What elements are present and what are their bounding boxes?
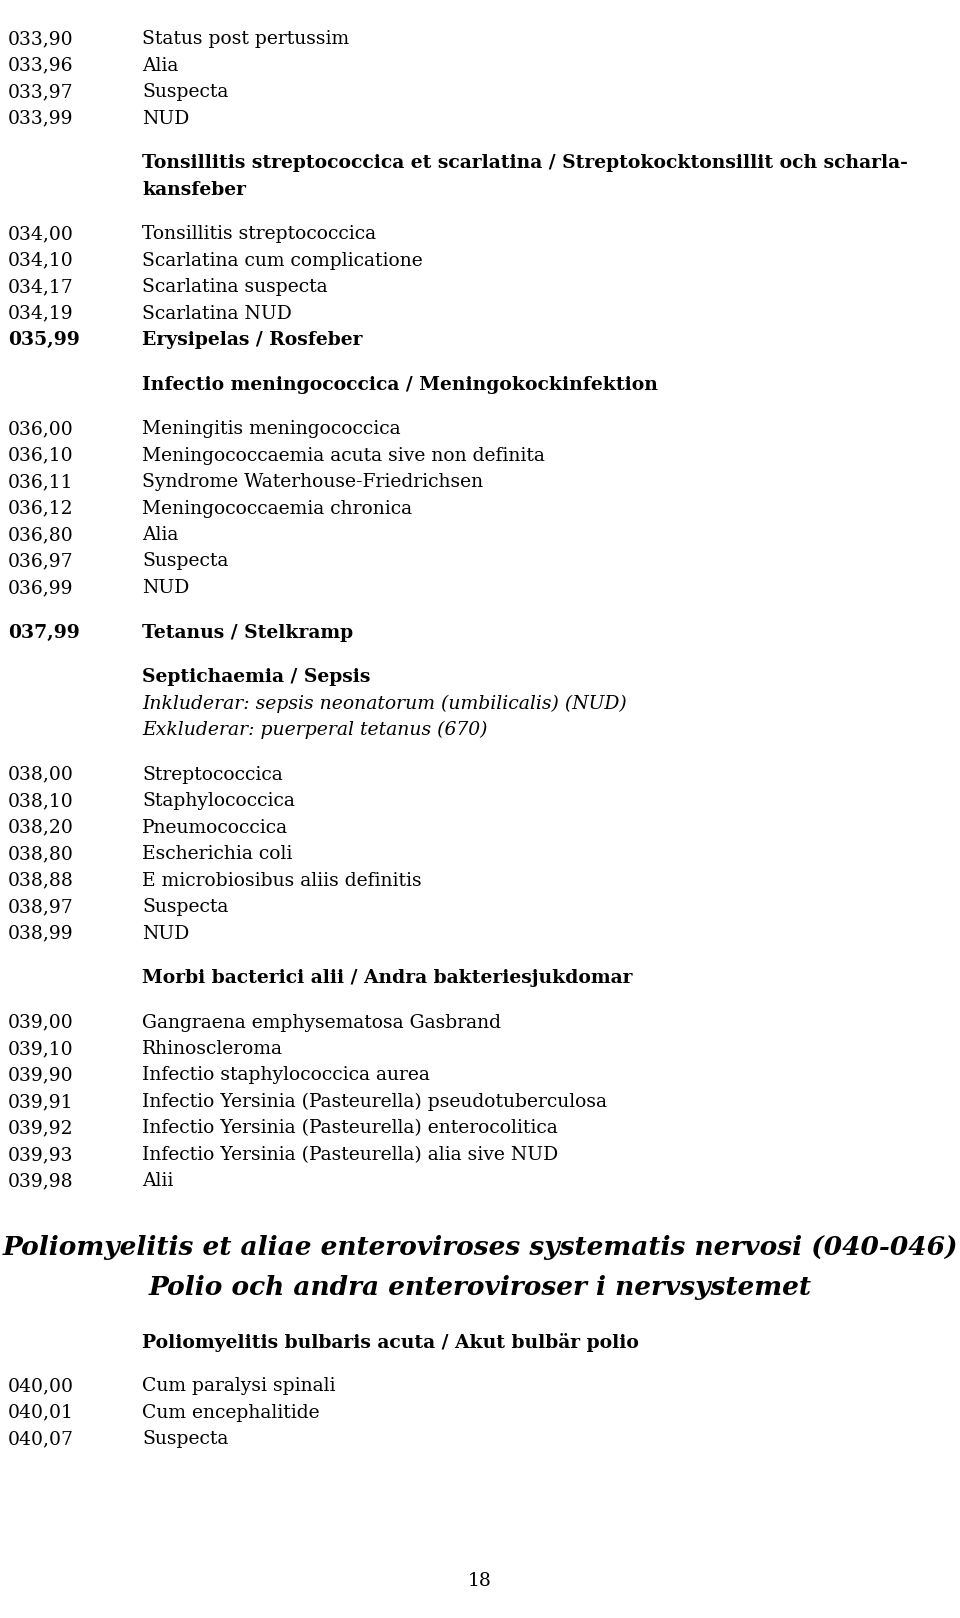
Text: 034,19: 034,19 bbox=[8, 304, 73, 322]
Text: 033,90: 033,90 bbox=[8, 31, 73, 49]
Text: Inkluderar: sepsis neonatorum (umbilicalis) (NUD): Inkluderar: sepsis neonatorum (umbilical… bbox=[142, 694, 627, 714]
Text: Meningitis meningococcica: Meningitis meningococcica bbox=[142, 421, 400, 438]
Text: Status post pertussim: Status post pertussim bbox=[142, 31, 349, 49]
Text: Suspecta: Suspecta bbox=[142, 1430, 228, 1448]
Text: Morbi bacterici alii / Andra bakteriesjukdomar: Morbi bacterici alii / Andra bakteriesju… bbox=[142, 969, 633, 987]
Text: Tonsillitis streptococcica et scarlatina / Streptokocktonsillit och scharla-: Tonsillitis streptococcica et scarlatina… bbox=[142, 154, 908, 172]
Text: 033,97: 033,97 bbox=[8, 83, 73, 100]
Text: 035,99: 035,99 bbox=[8, 332, 80, 349]
Text: 039,98: 039,98 bbox=[8, 1173, 73, 1191]
Text: 040,00: 040,00 bbox=[8, 1377, 74, 1395]
Text: Tonsillitis streptococcica: Tonsillitis streptococcica bbox=[142, 225, 376, 243]
Text: Meningococcaemia chronica: Meningococcaemia chronica bbox=[142, 500, 412, 518]
Text: Meningococcaemia acuta sive non definita: Meningococcaemia acuta sive non definita bbox=[142, 447, 545, 464]
Text: Polio och andra enteroviroser i nervsystemet: Polio och andra enteroviroser i nervsyst… bbox=[149, 1275, 811, 1299]
Text: Cum paralysi spinali: Cum paralysi spinali bbox=[142, 1377, 336, 1395]
Text: Alia: Alia bbox=[142, 526, 179, 544]
Text: NUD: NUD bbox=[142, 110, 189, 128]
Text: Gangraena emphysematosa Gasbrand: Gangraena emphysematosa Gasbrand bbox=[142, 1013, 501, 1032]
Text: 036,00: 036,00 bbox=[8, 421, 73, 438]
Text: 038,10: 038,10 bbox=[8, 791, 73, 811]
Text: 18: 18 bbox=[468, 1573, 492, 1590]
Text: Tetanus / Stelkramp: Tetanus / Stelkramp bbox=[142, 623, 353, 641]
Text: 033,96: 033,96 bbox=[8, 57, 73, 74]
Text: Poliomyelitis et aliae enteroviroses systematis nervosi (040-046): Poliomyelitis et aliae enteroviroses sys… bbox=[2, 1235, 958, 1260]
Text: 036,11: 036,11 bbox=[8, 472, 73, 490]
Text: 038,20: 038,20 bbox=[8, 819, 74, 837]
Text: 034,10: 034,10 bbox=[8, 251, 73, 270]
Text: 038,80: 038,80 bbox=[8, 845, 74, 862]
Text: Exkluderar: puerperal tetanus (670): Exkluderar: puerperal tetanus (670) bbox=[142, 722, 488, 739]
Text: 038,99: 038,99 bbox=[8, 924, 73, 943]
Text: 039,92: 039,92 bbox=[8, 1120, 73, 1137]
Text: 039,91: 039,91 bbox=[8, 1094, 73, 1112]
Text: 038,97: 038,97 bbox=[8, 898, 73, 916]
Text: Infectio Yersinia (Pasteurella) alia sive NUD: Infectio Yersinia (Pasteurella) alia siv… bbox=[142, 1146, 559, 1163]
Text: 034,17: 034,17 bbox=[8, 278, 73, 296]
Text: Cum encephalitide: Cum encephalitide bbox=[142, 1403, 320, 1422]
Text: Suspecta: Suspecta bbox=[142, 552, 228, 571]
Text: Alia: Alia bbox=[142, 57, 179, 74]
Text: Scarlatina cum complicatione: Scarlatina cum complicatione bbox=[142, 251, 422, 270]
Text: Poliomyelitis bulbaris acuta / Akut bulbär polio: Poliomyelitis bulbaris acuta / Akut bulb… bbox=[142, 1333, 639, 1351]
Text: 036,97: 036,97 bbox=[8, 552, 73, 571]
Text: Erysipelas / Rosfeber: Erysipelas / Rosfeber bbox=[142, 332, 363, 349]
Text: 038,00: 038,00 bbox=[8, 765, 74, 783]
Text: Scarlatina suspecta: Scarlatina suspecta bbox=[142, 278, 327, 296]
Text: 040,01: 040,01 bbox=[8, 1403, 74, 1422]
Text: 036,10: 036,10 bbox=[8, 447, 73, 464]
Text: Syndrome Waterhouse-Friedrichsen: Syndrome Waterhouse-Friedrichsen bbox=[142, 472, 483, 490]
Text: Scarlatina NUD: Scarlatina NUD bbox=[142, 304, 292, 322]
Text: 033,99: 033,99 bbox=[8, 110, 73, 128]
Text: 039,10: 039,10 bbox=[8, 1040, 73, 1058]
Text: Staphylococcica: Staphylococcica bbox=[142, 791, 295, 811]
Text: 036,99: 036,99 bbox=[8, 579, 73, 597]
Text: Infectio staphylococcica aurea: Infectio staphylococcica aurea bbox=[142, 1066, 430, 1084]
Text: E microbiosibus aliis definitis: E microbiosibus aliis definitis bbox=[142, 872, 421, 890]
Text: Infectio Yersinia (Pasteurella) enterocolitica: Infectio Yersinia (Pasteurella) enteroco… bbox=[142, 1120, 558, 1137]
Text: Pneumococcica: Pneumococcica bbox=[142, 819, 288, 837]
Text: Streptococcica: Streptococcica bbox=[142, 765, 283, 783]
Text: kansfeber: kansfeber bbox=[142, 181, 246, 199]
Text: 039,93: 039,93 bbox=[8, 1146, 73, 1163]
Text: Suspecta: Suspecta bbox=[142, 898, 228, 916]
Text: Alii: Alii bbox=[142, 1173, 174, 1191]
Text: Infectio Yersinia (Pasteurella) pseudotuberculosa: Infectio Yersinia (Pasteurella) pseudotu… bbox=[142, 1094, 607, 1112]
Text: 036,80: 036,80 bbox=[8, 526, 73, 544]
Text: 037,99: 037,99 bbox=[8, 623, 80, 641]
Text: 034,00: 034,00 bbox=[8, 225, 74, 243]
Text: 038,88: 038,88 bbox=[8, 872, 74, 890]
Text: NUD: NUD bbox=[142, 579, 189, 597]
Text: 036,12: 036,12 bbox=[8, 500, 73, 518]
Text: NUD: NUD bbox=[142, 924, 189, 943]
Text: 039,90: 039,90 bbox=[8, 1066, 73, 1084]
Text: Escherichia coli: Escherichia coli bbox=[142, 845, 293, 862]
Text: Rhinoscleroma: Rhinoscleroma bbox=[142, 1040, 283, 1058]
Text: Septichaemia / Sepsis: Septichaemia / Sepsis bbox=[142, 668, 371, 686]
Text: 040,07: 040,07 bbox=[8, 1430, 74, 1448]
Text: Suspecta: Suspecta bbox=[142, 83, 228, 100]
Text: 039,00: 039,00 bbox=[8, 1013, 73, 1032]
Text: Infectio meningococcica / Meningokockinfektion: Infectio meningococcica / Meningokockinf… bbox=[142, 375, 658, 393]
